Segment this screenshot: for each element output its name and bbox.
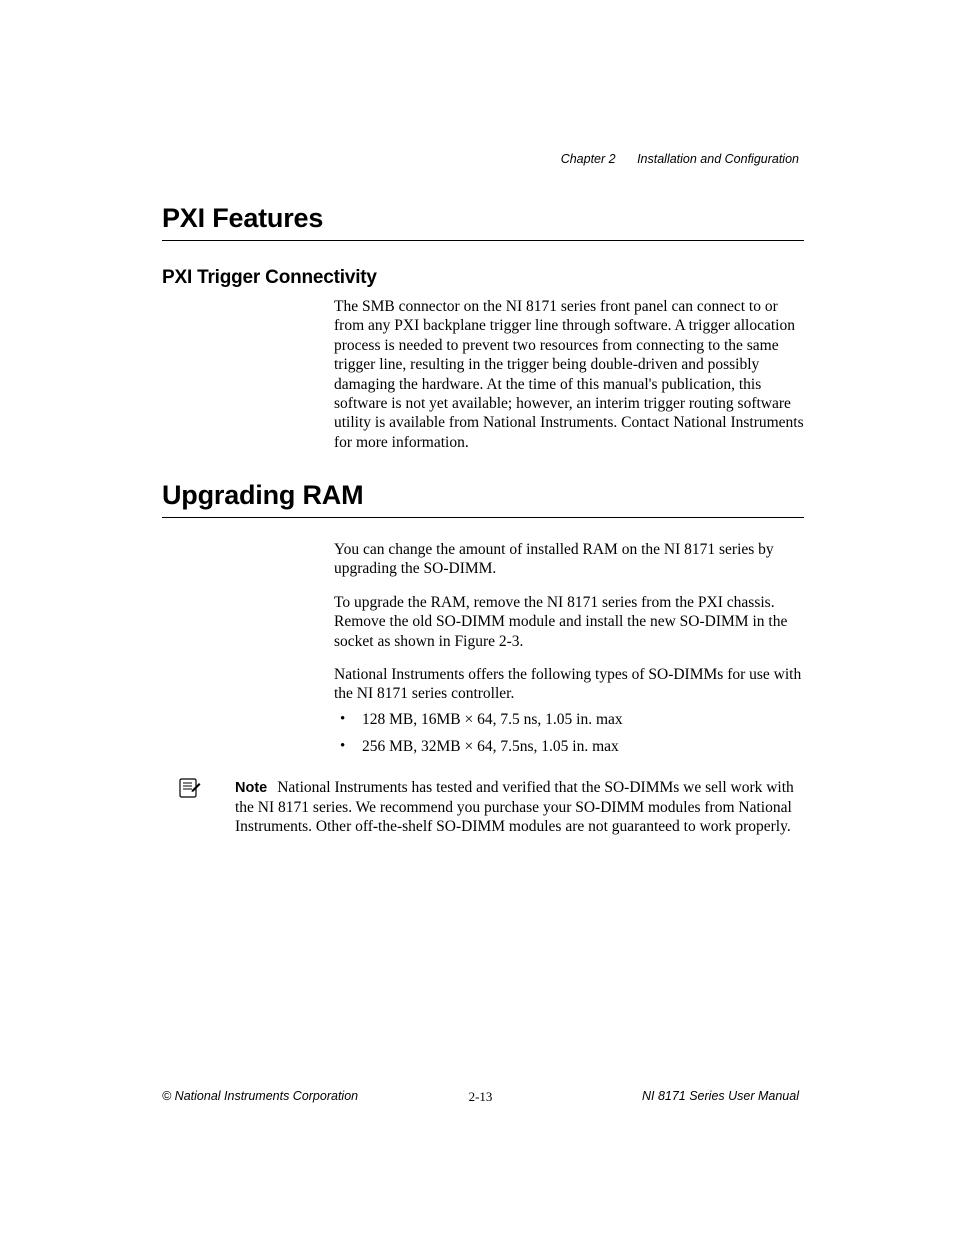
note-block: NoteNational Instruments has tested and … [177, 778, 804, 837]
note-icon [177, 776, 201, 800]
heading-pxi-trigger-connectivity: PXI Trigger Connectivity [162, 267, 804, 289]
chapter-title: Installation and Configuration [637, 152, 799, 166]
running-header: Chapter 2 Installation and Configuration [561, 152, 799, 166]
paragraph: National Instruments offers the followin… [334, 665, 804, 704]
heading-upgrading-ram: Upgrading RAM [162, 480, 804, 518]
chapter-number: Chapter 2 [561, 152, 616, 166]
page-footer: © National Instruments Corporation 2-13 … [162, 1089, 799, 1103]
note-body: National Instruments has tested and veri… [235, 779, 794, 835]
body-pxi-trigger: The SMB connector on the NI 8171 series … [334, 297, 804, 452]
heading-pxi-features: PXI Features [162, 203, 804, 241]
list-item: 128 MB, 16MB × 64, 7.5 ns, 1.05 in. max [334, 710, 804, 729]
paragraph: The SMB connector on the NI 8171 series … [334, 297, 804, 452]
note-text: NoteNational Instruments has tested and … [235, 778, 804, 837]
note-label: Note [235, 780, 267, 796]
page: Chapter 2 Installation and Configuration… [0, 0, 954, 1235]
so-dimm-list: 128 MB, 16MB × 64, 7.5 ns, 1.05 in. max … [334, 710, 804, 757]
paragraph: You can change the amount of installed R… [334, 540, 804, 579]
list-item: 256 MB, 32MB × 64, 7.5ns, 1.05 in. max [334, 737, 804, 756]
body-upgrading-ram: You can change the amount of installed R… [334, 540, 804, 704]
footer-page-number: 2-13 [162, 1089, 799, 1105]
paragraph: To upgrade the RAM, remove the NI 8171 s… [334, 593, 804, 651]
